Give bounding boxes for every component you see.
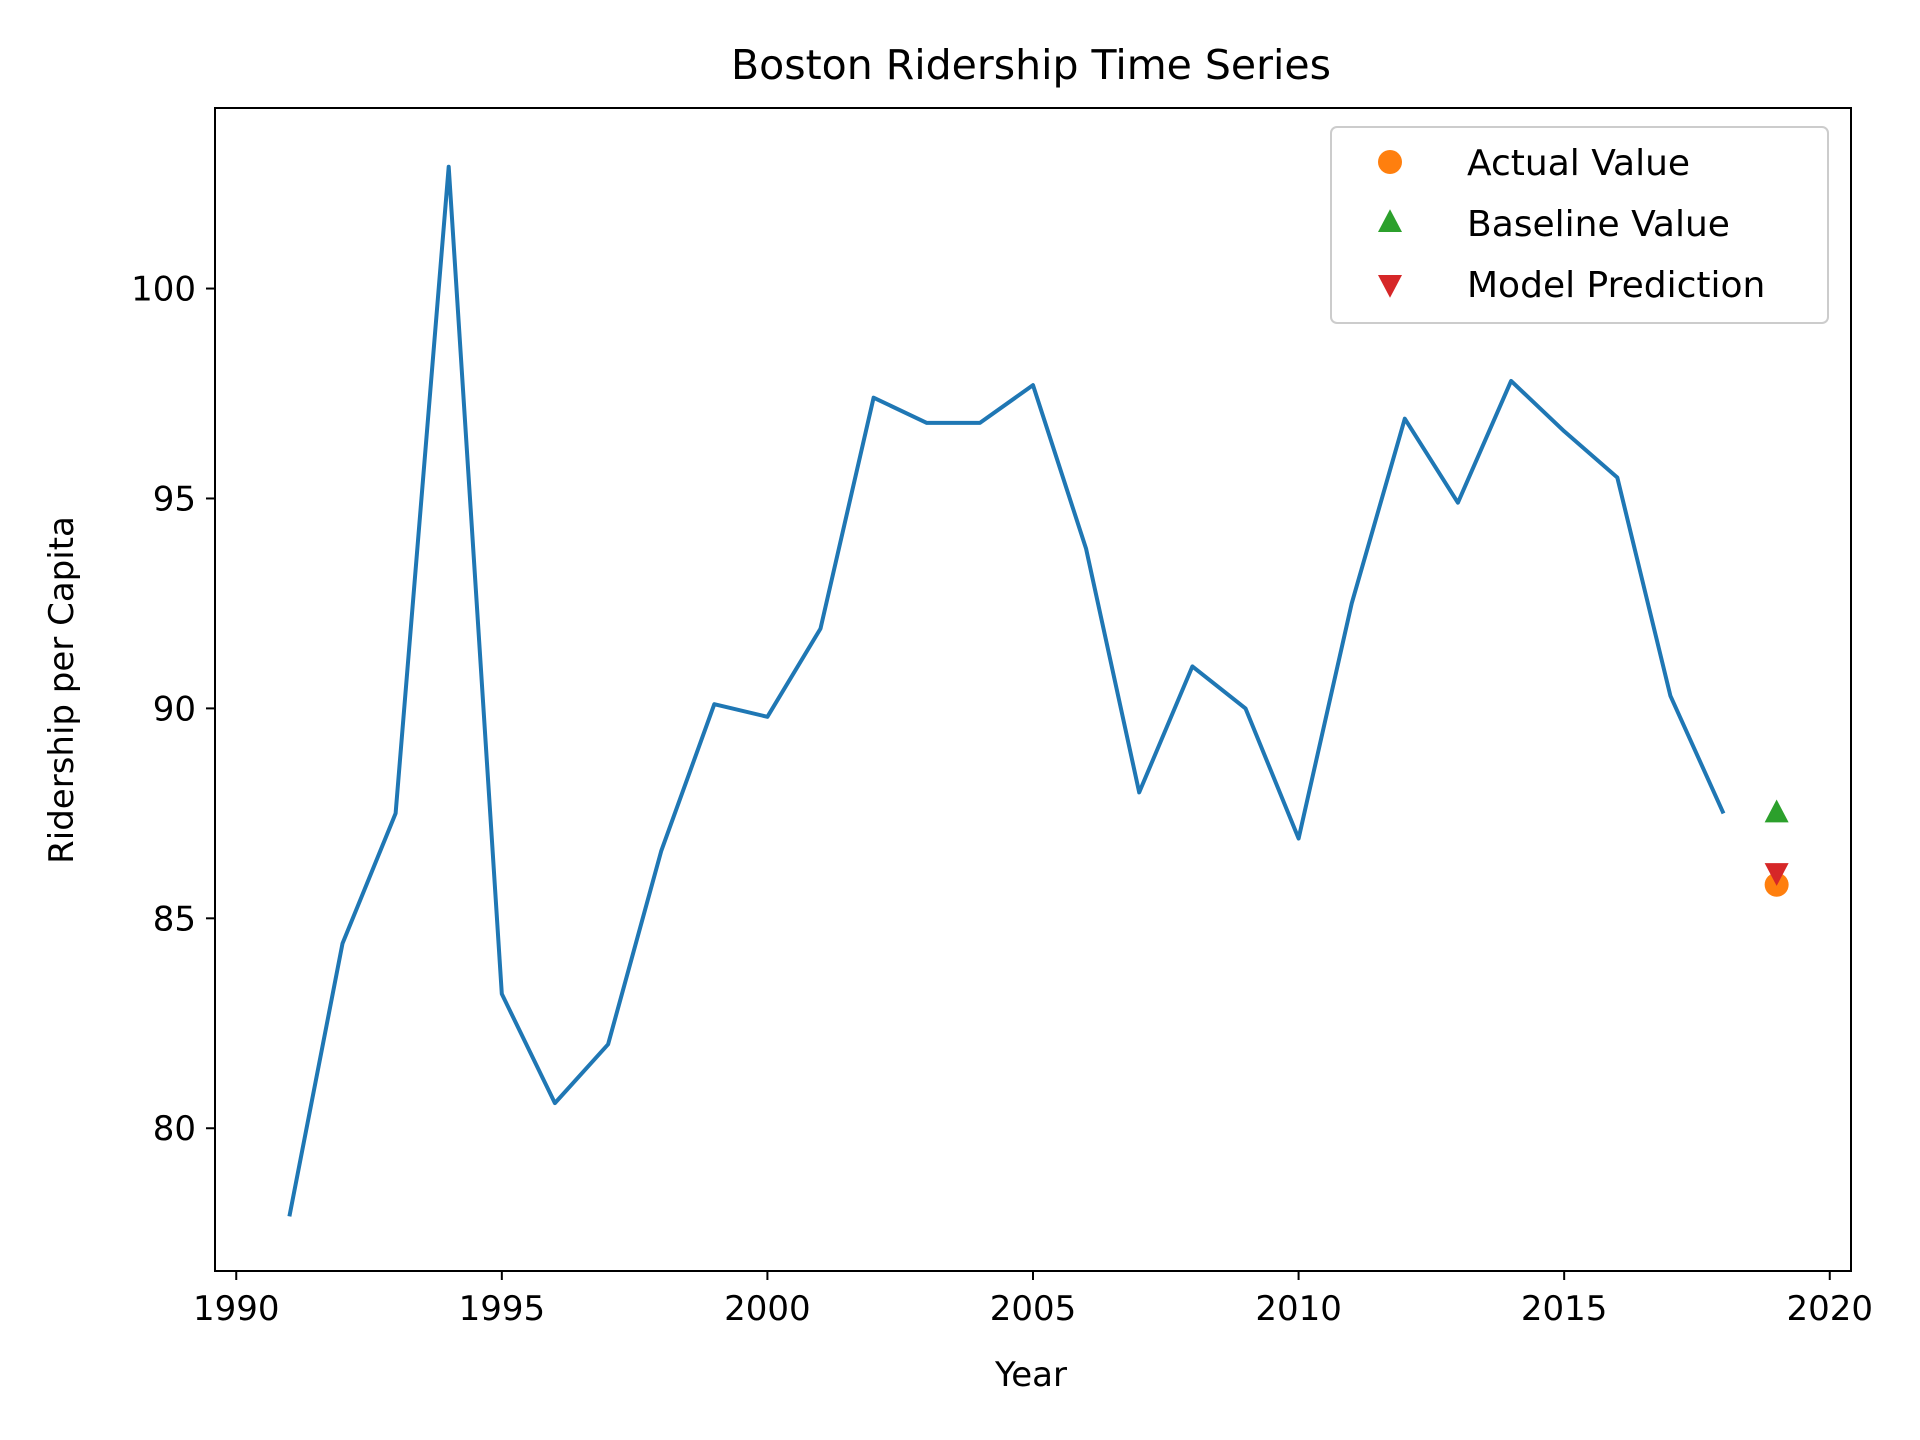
model-prediction-marker	[1764, 863, 1789, 886]
legend-label: Model Prediction	[1467, 265, 1765, 306]
y-tick-label: 80	[153, 1109, 196, 1149]
x-tick-label: 2000	[724, 1289, 811, 1329]
x-tick-label: 1995	[459, 1289, 546, 1329]
y-tick-label: 90	[153, 689, 196, 729]
baseline-value-marker	[1764, 799, 1789, 823]
x-tick-label: 2010	[1255, 1289, 1342, 1329]
legend-box	[1330, 126, 1829, 324]
legend-label: Baseline Value	[1467, 204, 1730, 245]
x-axis: 1990 1995 2000 2005 2010 2015 2020	[193, 1271, 1873, 1329]
y-axis: 80 85 90 95 100	[131, 270, 215, 1149]
y-tick-label: 100	[131, 270, 196, 310]
ridership-line	[287, 164, 1726, 1217]
legend-actual-value-marker	[1378, 150, 1402, 174]
x-tick-label: 2020	[1786, 1289, 1873, 1329]
chart-title: Boston Ridership Time Series	[731, 41, 1331, 89]
x-axis-label: Year	[994, 1355, 1067, 1395]
legend-model-prediction-marker	[1378, 275, 1402, 298]
legend-baseline-value-marker	[1378, 209, 1402, 232]
x-tick-label: 2015	[1521, 1289, 1608, 1329]
y-axis-label: Ridership per Capita	[42, 516, 82, 864]
prediction-points	[1764, 799, 1789, 897]
series-layer	[287, 164, 1726, 1217]
x-tick-label: 1990	[193, 1289, 280, 1329]
legend: Actual Value Baseline Value Model Predicti…	[1330, 126, 1829, 324]
legend-label: Actual Value	[1467, 143, 1690, 184]
x-tick-label: 2005	[990, 1289, 1077, 1329]
y-tick-label: 85	[153, 899, 196, 939]
y-tick-label: 95	[153, 479, 196, 519]
